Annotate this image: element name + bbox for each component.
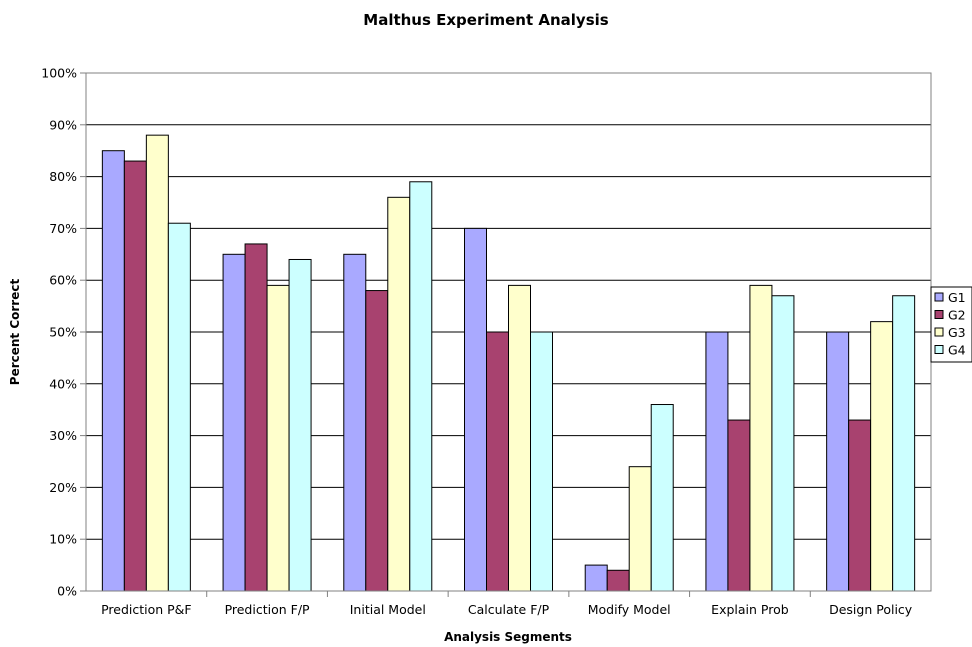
bar-g1 bbox=[101, 150, 125, 592]
y-tick-label: 60% bbox=[49, 273, 77, 288]
bar-g2 bbox=[486, 331, 509, 592]
y-tick-label: 40% bbox=[49, 376, 77, 391]
bar-g4 bbox=[771, 295, 795, 592]
bar-g2 bbox=[123, 160, 147, 592]
bar-g1 bbox=[464, 227, 487, 592]
legend-label-g2: G2 bbox=[948, 308, 966, 323]
bar-g2 bbox=[365, 290, 389, 592]
y-tick-label: 90% bbox=[49, 117, 77, 132]
y-tick-label: 50% bbox=[49, 325, 77, 340]
x-tick-label: Initial Model bbox=[350, 602, 426, 617]
bar-g4 bbox=[892, 295, 916, 592]
bar-g3 bbox=[870, 321, 894, 592]
x-tick-label: Explain Prob bbox=[711, 602, 789, 617]
bar-g2 bbox=[727, 419, 751, 592]
bar-g2 bbox=[606, 569, 630, 592]
y-axis-title: Percent Correct bbox=[8, 279, 22, 386]
bar-g3 bbox=[145, 134, 169, 592]
bars bbox=[101, 134, 916, 592]
x-axis-ticks: Prediction P&F Prediction F/P Initial Mode… bbox=[101, 591, 913, 617]
legend-swatch-g2 bbox=[934, 310, 944, 319]
bar-g2 bbox=[244, 243, 268, 592]
bar-g3 bbox=[266, 284, 290, 592]
x-tick-label: Calculate F/P bbox=[468, 602, 550, 617]
bar-g2 bbox=[848, 419, 872, 592]
legend-label-g4: G4 bbox=[948, 343, 966, 358]
legend-label-g1: G1 bbox=[948, 290, 966, 305]
x-tick-label: Prediction F/P bbox=[225, 602, 310, 617]
y-tick-label: 20% bbox=[49, 480, 77, 495]
x-axis-title: Analysis Segments bbox=[444, 630, 572, 644]
bar-g4 bbox=[409, 181, 433, 592]
legend-swatch-g1 bbox=[934, 292, 944, 302]
legend-swatch-g3 bbox=[934, 327, 944, 337]
x-tick-label: Design Policy bbox=[829, 602, 913, 617]
y-tick-label: 0% bbox=[57, 584, 77, 599]
bar-g1 bbox=[343, 253, 367, 592]
y-tick-label: 30% bbox=[49, 428, 77, 443]
legend: G1 G2 G3 G4 bbox=[930, 286, 972, 363]
bar-g4 bbox=[167, 222, 191, 592]
y-tick-label: 70% bbox=[49, 221, 77, 236]
legend-label-g3: G3 bbox=[948, 325, 966, 340]
x-tick-label: Modify Model bbox=[588, 602, 671, 617]
x-tick-label: Prediction P&F bbox=[101, 602, 192, 617]
bar-g4 bbox=[530, 331, 553, 592]
bar-g3 bbox=[749, 284, 773, 592]
bar-g1 bbox=[222, 253, 246, 592]
legend-swatch-g4 bbox=[934, 345, 944, 354]
bar-g4 bbox=[288, 258, 312, 592]
y-tick-label: 10% bbox=[49, 532, 77, 547]
bar-g3 bbox=[508, 284, 531, 592]
y-axis-ticks: 0% 10% 20% 30% 40% 50% 60% 70% 80% 90% 100% bbox=[41, 66, 86, 599]
chart-title: Malthus Experiment Analysis bbox=[363, 11, 609, 29]
bar-g3 bbox=[628, 466, 652, 592]
y-tick-label: 80% bbox=[49, 169, 77, 184]
bar-g1 bbox=[584, 564, 608, 592]
bar-g1 bbox=[826, 331, 850, 592]
bar-g1 bbox=[705, 331, 729, 592]
bar-g3 bbox=[387, 196, 411, 592]
y-tick-label: 100% bbox=[41, 66, 77, 81]
bar-g4 bbox=[650, 404, 674, 592]
